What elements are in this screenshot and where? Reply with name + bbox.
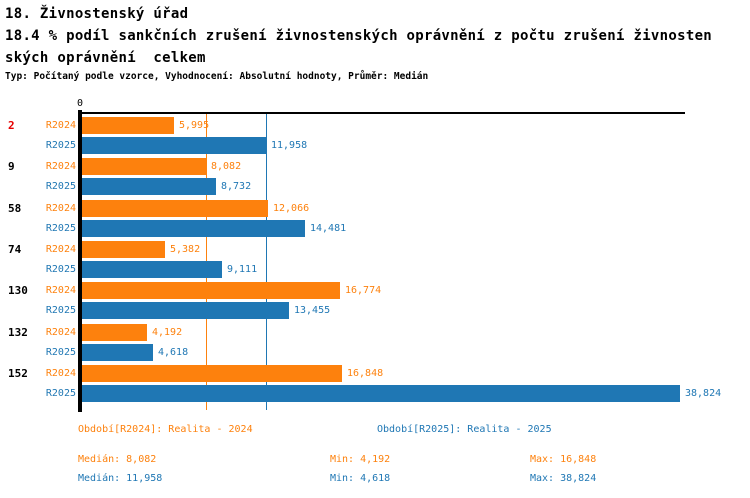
value-label-r2024-cat-132: 4,192 [152,327,183,338]
value-label-r2024-cat-152: 16,848 [347,368,384,379]
bar-r2025-cat-132[interactable] [82,344,153,361]
bar-r2024-cat-2[interactable] [82,117,174,134]
bar-r2025-cat-74[interactable] [82,261,222,278]
series-label-r2024-cat-74: R2024 [45,244,76,255]
category-label-9: 9 [8,160,15,173]
legend-r2024: Období[R2024]: Realita - 2024 [78,424,253,435]
series-label-r2024-cat-9: R2024 [45,161,76,172]
median-line-r2025 [266,114,267,410]
value-label-r2024-cat-2: 5,995 [179,120,210,131]
bar-r2024-cat-9[interactable] [82,158,206,175]
bar-r2025-cat-152[interactable] [82,385,680,402]
bar-r2025-cat-2[interactable] [82,137,266,154]
category-label-132: 132 [8,326,28,339]
value-label-r2025-cat-130: 13,455 [294,305,331,316]
x-axis-line [78,112,685,114]
bar-r2025-cat-9[interactable] [82,178,216,195]
legend-r2025: Období[R2025]: Realita - 2025 [377,424,552,435]
stat-median-r2025: Medián: 11,958 [78,473,163,484]
y-axis-line [78,110,82,412]
stat-min-r2025: Min: 4,618 [330,473,391,484]
category-label-74: 74 [8,243,22,256]
stat-max-r2024: Max: 16,848 [530,454,597,465]
report-number-title: 18. Živnostenský úřad [5,6,189,22]
report-subtitle-line1: 18.4 % podíl sankčních zrušení živnosten… [5,28,713,44]
stat-median-r2024: Medián: 8,082 [78,454,157,465]
value-label-r2024-cat-130: 16,774 [345,285,382,296]
series-label-r2024-cat-58: R2024 [45,203,76,214]
value-label-r2025-cat-74: 9,111 [227,264,258,275]
value-label-r2025-cat-58: 14,481 [310,223,347,234]
series-label-r2025-cat-130: R2025 [45,305,76,316]
bar-r2025-cat-58[interactable] [82,220,305,237]
category-label-2: 2 [8,119,15,132]
bar-r2024-cat-58[interactable] [82,200,268,217]
category-label-58: 58 [8,202,22,215]
stat-min-r2024: Min: 4,192 [330,454,391,465]
value-label-r2025-cat-132: 4,618 [158,347,189,358]
series-label-r2025-cat-58: R2025 [45,223,76,234]
series-label-r2024-cat-132: R2024 [45,327,76,338]
value-label-r2025-cat-152: 38,824 [685,388,722,399]
value-label-r2024-cat-74: 5,382 [170,244,201,255]
value-label-r2024-cat-58: 12,066 [273,203,310,214]
bar-r2025-cat-130[interactable] [82,302,289,319]
stat-max-r2025: Max: 38,824 [530,473,597,484]
series-label-r2025-cat-132: R2025 [45,347,76,358]
report-meta: Typ: Počítaný podle vzorce, Vyhodnocení:… [5,71,429,82]
series-label-r2025-cat-74: R2025 [45,264,76,275]
bar-r2024-cat-152[interactable] [82,365,342,382]
axis-zero-tick-label: 0 [76,98,84,109]
bar-r2024-cat-130[interactable] [82,282,340,299]
report-subtitle-line2: ských oprávnění celkem [5,50,206,66]
bar-r2024-cat-132[interactable] [82,324,147,341]
series-label-r2024-cat-2: R2024 [45,120,76,131]
series-label-r2025-cat-2: R2025 [45,140,76,151]
series-label-r2024-cat-130: R2024 [45,285,76,296]
series-label-r2025-cat-152: R2025 [45,388,76,399]
value-label-r2025-cat-9: 8,732 [221,181,252,192]
category-label-130: 130 [8,284,28,297]
series-label-r2024-cat-152: R2024 [45,368,76,379]
series-label-r2025-cat-9: R2025 [45,181,76,192]
bar-r2024-cat-74[interactable] [82,241,165,258]
category-label-152: 152 [8,367,28,380]
value-label-r2025-cat-2: 11,958 [271,140,308,151]
value-label-r2024-cat-9: 8,082 [211,161,242,172]
